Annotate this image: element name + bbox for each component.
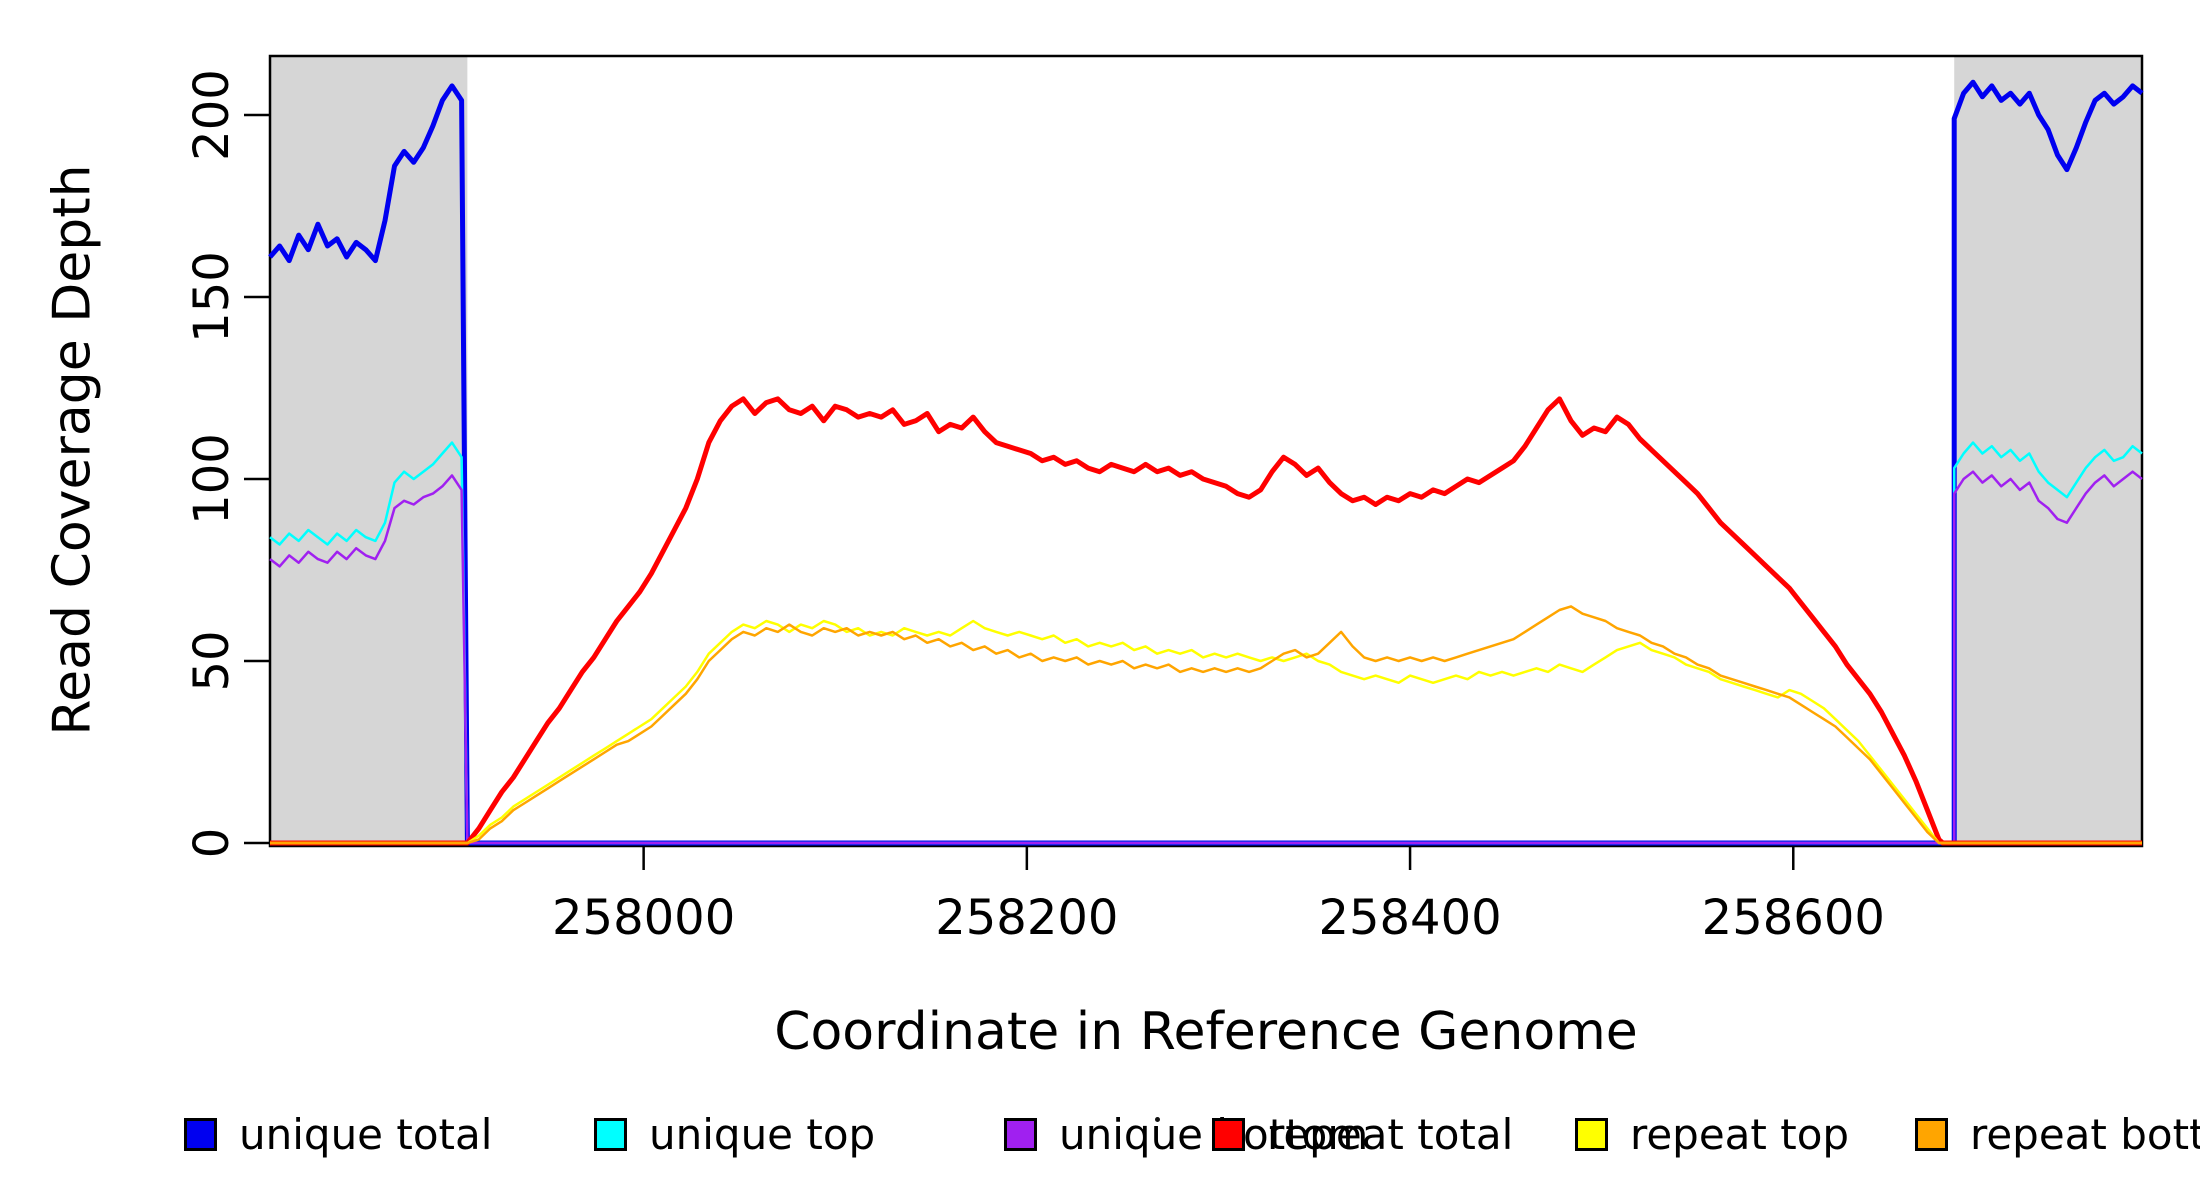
- legend-swatch: [1004, 1117, 1037, 1151]
- stray-dot-mark: [1155, 1117, 1160, 1122]
- x-axis-title: Coordinate in Reference Genome: [774, 1002, 1638, 1062]
- legend-swatch: [1575, 1117, 1608, 1151]
- shaded-region-left: [270, 57, 468, 845]
- y-tick-label: 100: [184, 433, 240, 525]
- series-line-repeat-top: [270, 619, 2142, 845]
- legend-item-unique-top: unique top: [594, 1109, 876, 1159]
- legend-swatch: [594, 1117, 627, 1151]
- y-tick-label: 50: [184, 630, 240, 691]
- plot-box: [268, 54, 2144, 848]
- legend-swatch: [1915, 1117, 1948, 1151]
- series-line-repeat-bottom: [270, 605, 2142, 845]
- y-axis-title: Read Coverage Depth: [43, 164, 103, 736]
- series-line-unique-total: [268, 79, 2144, 846]
- legend-item-unique-total: unique total: [184, 1109, 493, 1159]
- x-tick-label: 258400: [1318, 890, 1501, 946]
- legend-label: repeat bottom: [1970, 1109, 2200, 1159]
- legend-item-repeat-top: repeat top: [1575, 1109, 1850, 1159]
- chart-legend: unique total unique top unique bottom repea…: [0, 1109, 2200, 1160]
- x-tick-label: 258600: [1702, 890, 1885, 946]
- legend-swatch: [1212, 1117, 1245, 1151]
- shaded-region-right: [1954, 57, 2142, 845]
- legend-item-repeat-bottom: repeat bottom: [1915, 1109, 2200, 1159]
- legend-item-repeat-total: repeat total: [1212, 1109, 1514, 1159]
- legend-swatch: [184, 1117, 217, 1151]
- series-line-unique-bottom: [269, 470, 2143, 845]
- legend-label: unique total: [239, 1109, 493, 1159]
- x-tick-label: 258200: [935, 890, 1118, 946]
- y-axis-title-wrap: Read Coverage Depth: [18, 164, 128, 735]
- y-tick-label: 0: [184, 828, 240, 859]
- y-tick-label: 150: [184, 251, 240, 343]
- legend-label: unique top: [649, 1109, 876, 1159]
- legend-label: repeat top: [1630, 1109, 1850, 1159]
- series-line-repeat-total: [270, 396, 2142, 846]
- x-tick-label: 258000: [552, 890, 735, 946]
- legend-label: repeat total: [1267, 1109, 1514, 1159]
- y-tick-label: 200: [184, 69, 240, 161]
